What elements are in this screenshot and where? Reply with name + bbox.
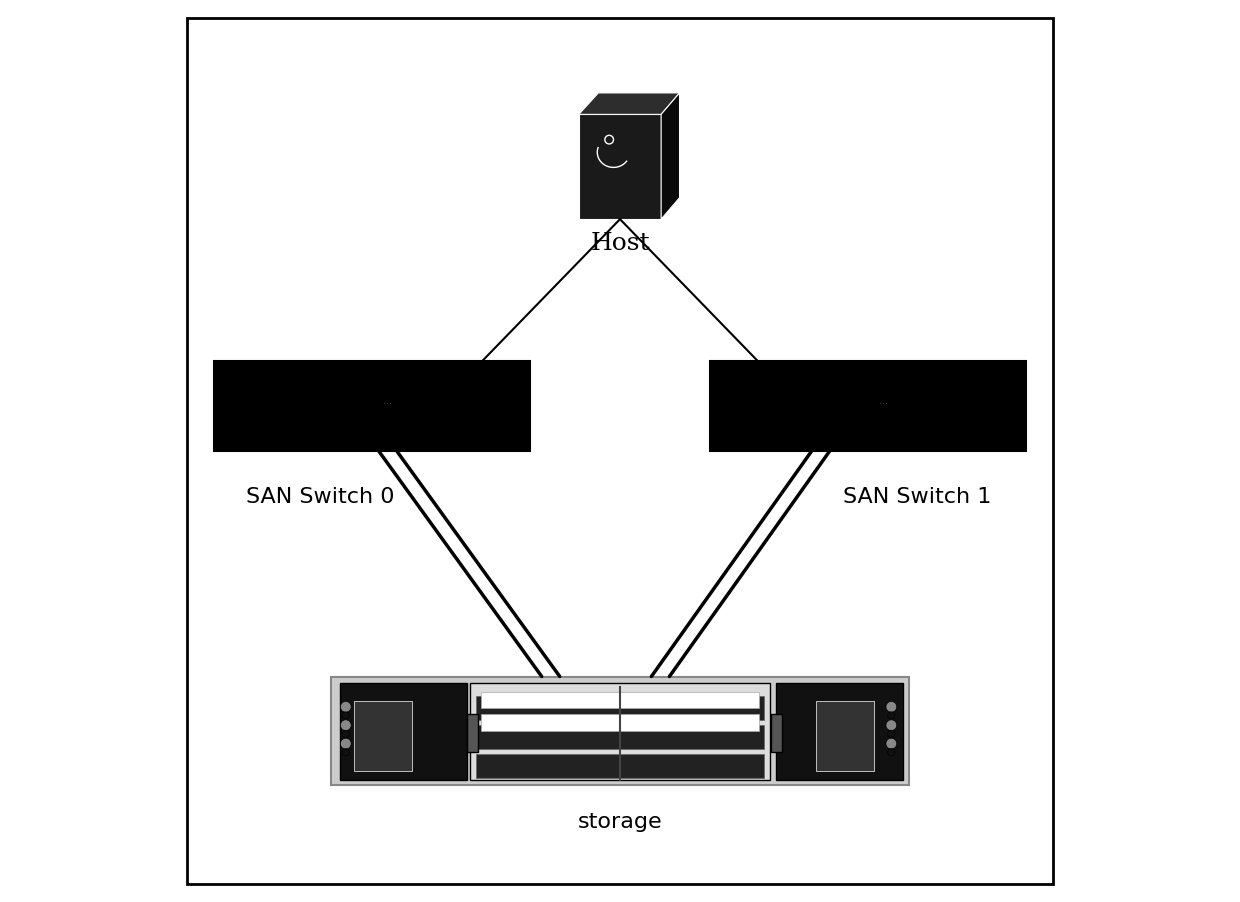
FancyBboxPatch shape [467,714,477,752]
Circle shape [885,720,897,731]
Circle shape [340,702,351,713]
Polygon shape [661,93,680,219]
Circle shape [885,702,897,713]
FancyBboxPatch shape [476,696,764,720]
FancyBboxPatch shape [481,692,759,708]
Text: SAN Switch 0: SAN Switch 0 [246,487,394,507]
Polygon shape [579,115,661,219]
Text: SAN Switch 1: SAN Switch 1 [843,487,991,507]
Circle shape [340,738,351,749]
Text: Host: Host [590,232,650,254]
FancyBboxPatch shape [816,701,874,771]
Text: ...: ... [383,396,392,407]
Polygon shape [579,93,680,115]
Text: ...: ... [879,396,888,407]
FancyBboxPatch shape [776,683,903,780]
Text: storage: storage [578,812,662,832]
Circle shape [340,720,351,731]
FancyBboxPatch shape [476,725,764,749]
FancyBboxPatch shape [476,754,764,778]
FancyBboxPatch shape [353,701,412,771]
FancyBboxPatch shape [470,683,770,780]
FancyBboxPatch shape [771,714,782,752]
FancyBboxPatch shape [187,18,1053,884]
FancyBboxPatch shape [331,676,909,785]
FancyBboxPatch shape [481,714,759,731]
FancyBboxPatch shape [711,361,1025,451]
FancyBboxPatch shape [340,683,467,780]
FancyBboxPatch shape [215,361,529,451]
Circle shape [885,738,897,749]
